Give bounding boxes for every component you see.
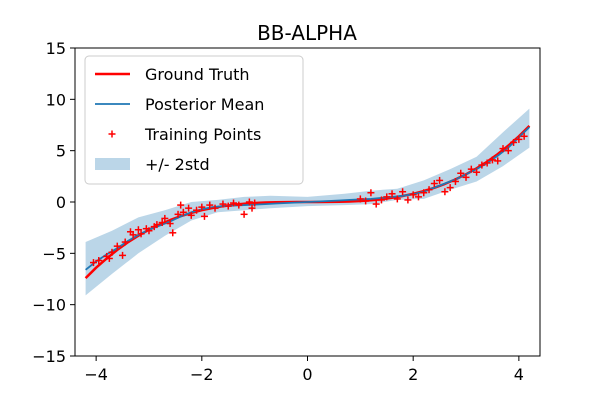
training-point <box>404 196 412 204</box>
legend-swatch-band <box>95 158 130 170</box>
legend-label: +/- 2std <box>145 155 210 174</box>
training-point <box>158 219 166 227</box>
legend-label: Posterior Mean <box>145 95 264 114</box>
legend-label: Training Points <box>144 125 261 144</box>
training-point <box>446 184 454 192</box>
training-point <box>504 147 512 155</box>
y-tick-label: 5 <box>56 142 66 161</box>
y-tick-label: −5 <box>42 244 66 263</box>
training-point <box>119 251 127 259</box>
y-tick-label: 10 <box>46 90 66 109</box>
training-point <box>510 138 518 146</box>
training-point <box>399 188 407 196</box>
training-point <box>161 214 169 222</box>
training-point <box>240 210 248 218</box>
legend-entry: Ground Truth <box>95 65 250 84</box>
training-point <box>377 196 385 204</box>
training-point <box>451 177 459 185</box>
training-point <box>174 210 182 218</box>
x-tick-label: 2 <box>408 365 418 384</box>
training-point <box>425 186 433 194</box>
training-point <box>235 201 243 209</box>
training-point <box>488 156 496 164</box>
x-tick-label: 0 <box>302 365 312 384</box>
training-point <box>200 212 208 220</box>
training-point <box>462 173 470 181</box>
training-point <box>137 230 145 238</box>
training-point <box>383 193 391 201</box>
training-point <box>153 221 161 229</box>
training-point <box>177 201 185 209</box>
training-point <box>499 145 507 153</box>
training-point <box>430 180 438 188</box>
training-point <box>436 176 444 184</box>
training-point <box>248 204 256 212</box>
legend: Ground Truth Posterior Mean Training Point… <box>84 55 304 185</box>
x-tick-label: 4 <box>514 365 524 384</box>
training-point <box>193 206 201 214</box>
training-point <box>185 204 193 212</box>
training-point <box>515 135 523 143</box>
axes: −4 −2 0 2 4 −15 −10 −5 0 5 10 15 <box>32 39 524 384</box>
training-point <box>409 191 417 199</box>
y-tick-label: 15 <box>46 39 66 58</box>
training-point <box>108 248 116 256</box>
training-point <box>145 227 153 235</box>
y-tick-label: −15 <box>32 347 66 366</box>
training-point <box>367 189 375 197</box>
training-point <box>198 203 206 211</box>
training-point <box>230 199 238 207</box>
training-point <box>420 189 428 197</box>
training-point <box>187 211 195 219</box>
training-point <box>105 254 113 262</box>
training-point <box>245 198 253 206</box>
training-point <box>166 220 174 228</box>
training-point <box>95 257 103 265</box>
chart-title: BB-ALPHA <box>257 21 357 45</box>
training-point <box>372 200 380 208</box>
training-point <box>494 157 502 165</box>
training-point <box>211 204 219 212</box>
legend-label: Ground Truth <box>145 65 250 84</box>
legend-entry: +/- 2std <box>95 155 210 174</box>
y-tick-label: 0 <box>56 193 66 212</box>
training-point <box>388 190 396 198</box>
training-point <box>414 193 422 201</box>
training-point <box>169 229 177 237</box>
training-point <box>478 161 486 169</box>
legend-entry: Training Points <box>108 125 261 144</box>
training-point <box>129 231 137 239</box>
legend-box <box>84 55 304 185</box>
training-point <box>121 238 129 246</box>
training-point <box>224 202 232 210</box>
training-point <box>89 259 97 267</box>
training-point <box>362 197 370 205</box>
training-point <box>179 208 187 216</box>
training-point <box>520 132 528 140</box>
legend-entry: Posterior Mean <box>95 95 264 114</box>
training-point <box>393 195 401 203</box>
training-point <box>251 199 259 207</box>
training-point <box>206 201 214 209</box>
training-point <box>441 188 449 196</box>
training-point <box>134 226 142 234</box>
training-point <box>219 200 227 208</box>
x-tick-label: −4 <box>84 365 108 384</box>
training-point <box>457 169 465 177</box>
training-point <box>467 165 475 173</box>
y-tick-label: −10 <box>32 296 66 315</box>
x-tick-label: −2 <box>190 365 214 384</box>
plot-area <box>84 108 531 296</box>
training-point <box>356 195 364 203</box>
training-point <box>483 159 491 167</box>
training-point <box>473 168 481 176</box>
training-point <box>113 242 121 250</box>
